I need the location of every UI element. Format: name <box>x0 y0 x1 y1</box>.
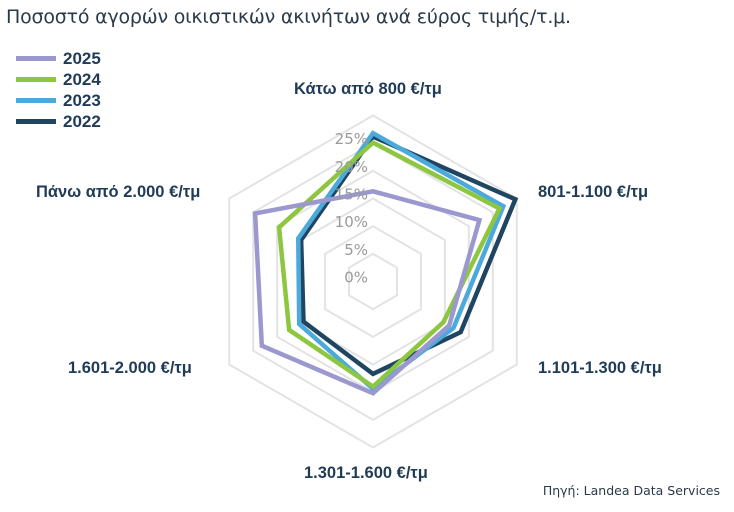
legend-swatch-2024 <box>16 77 56 82</box>
tick-label: 20% <box>335 158 368 176</box>
axis-label-below-800: Κάτω από 800 €/τμ <box>294 80 442 98</box>
series-2025 <box>252 189 483 396</box>
legend: 2025 2024 2023 2022 <box>16 48 101 132</box>
tick-label: 5% <box>344 241 368 259</box>
legend-label: 2025 <box>63 48 101 68</box>
legend-item-2022: 2022 <box>16 111 101 132</box>
series-2022 <box>298 133 519 377</box>
legend-label: 2022 <box>63 111 101 131</box>
tick-label: 15% <box>335 186 368 204</box>
axis-label-above-2000: Πάνω από 2.000 €/τμ <box>36 183 201 201</box>
legend-item-2024: 2024 <box>16 69 101 90</box>
axis-label-801-1100: 801-1.100 €/τμ <box>538 183 649 201</box>
source-note: Πηγή: Landea Data Services <box>542 483 720 498</box>
radar-tick-labels: 0% 5% 10% 15% 20% 25% <box>335 130 368 286</box>
legend-swatch-2025 <box>16 56 56 61</box>
legend-item-2025: 2025 <box>16 48 101 69</box>
tick-label: 10% <box>335 213 368 231</box>
legend-swatch-2022 <box>16 119 56 124</box>
tick-label: 25% <box>335 130 368 148</box>
axis-label-1101-1300: 1.101-1.300 €/τμ <box>538 359 662 377</box>
legend-label: 2023 <box>63 90 101 110</box>
legend-item-2023: 2023 <box>16 90 101 111</box>
grid-ring <box>324 225 422 338</box>
legend-swatch-2023 <box>16 98 56 103</box>
legend-label: 2024 <box>63 69 101 89</box>
series-2024 <box>276 139 503 390</box>
grid-ring <box>348 252 398 311</box>
axis-label-1601-2000: 1.601-2.000 €/τμ <box>68 359 192 377</box>
tick-label: 0% <box>344 269 368 287</box>
radar-series <box>252 130 519 396</box>
chart-title: Ποσοστό αγορών οικιστικών ακινήτων ανά ε… <box>6 6 571 28</box>
axis-label-1301-1600: 1.301-1.600 €/τμ <box>304 464 428 482</box>
